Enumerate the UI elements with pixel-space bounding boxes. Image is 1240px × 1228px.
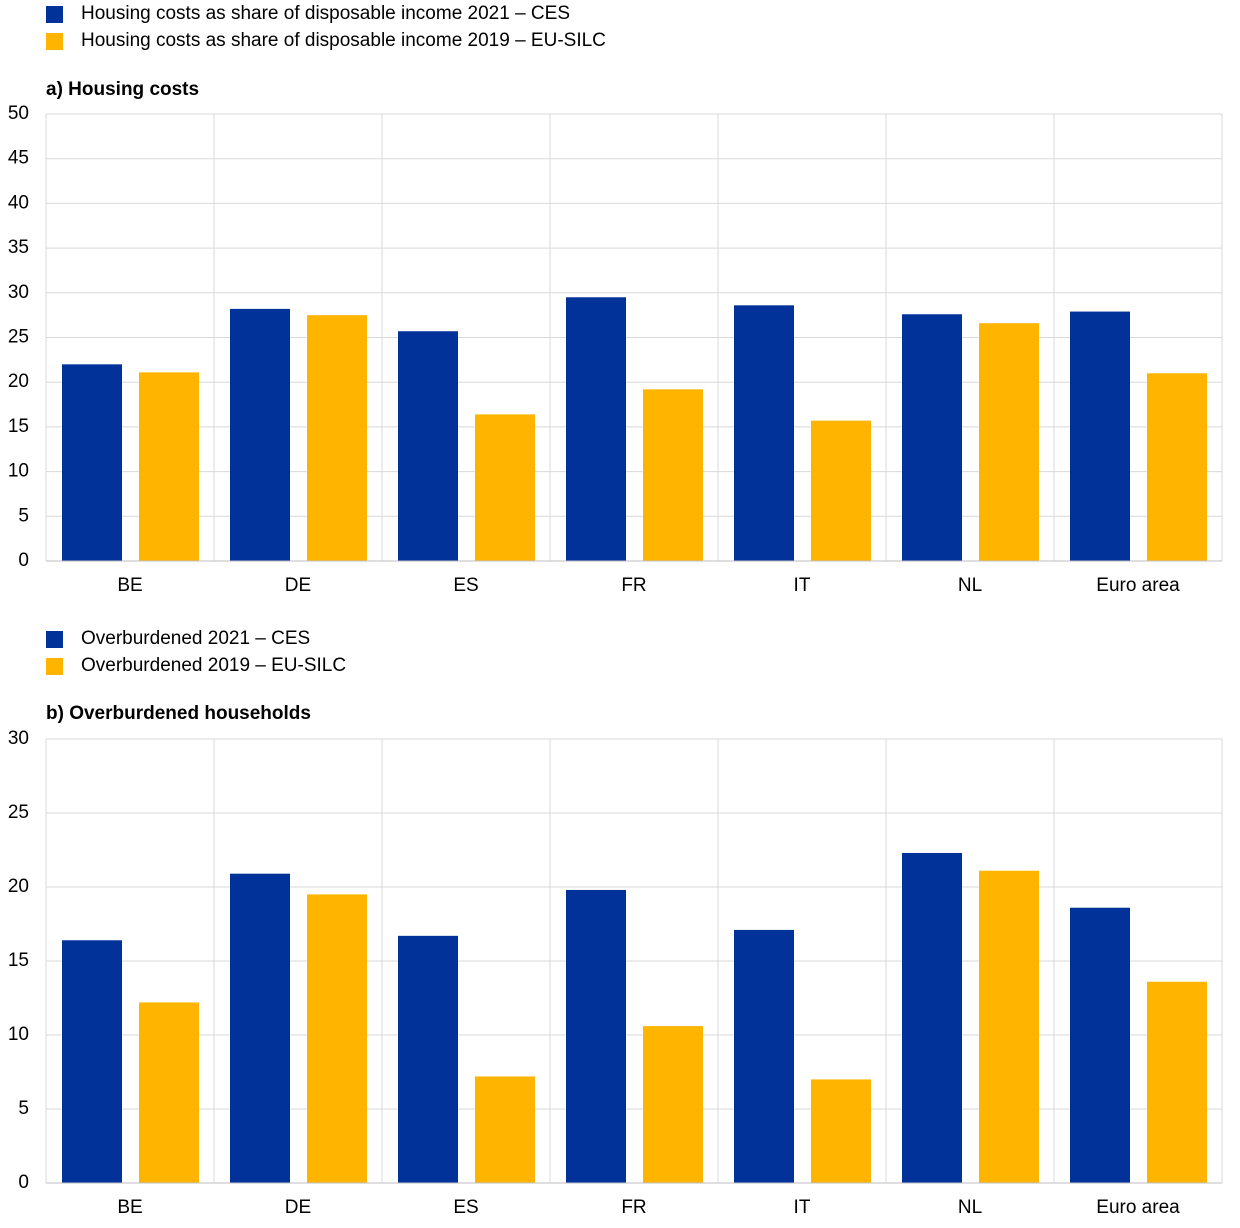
y-tick-label: 25 [8,327,29,348]
x-tick-label: DE [285,575,311,596]
bar [902,314,962,561]
y-tick-label: 45 [8,148,29,169]
legend-swatch [46,658,63,675]
x-tick-label: NL [958,575,982,596]
legend-label: Overburdened 2019 – EU-SILC [81,655,346,676]
bar [811,1079,871,1183]
legend-swatch [46,631,63,648]
bar [475,414,535,561]
y-tick-label: 40 [8,192,29,213]
y-tick-label: 0 [18,1172,29,1193]
y-tick-label: 20 [8,876,29,897]
legend-swatch [46,33,63,50]
y-tick-label: 5 [18,505,29,526]
y-tick-label: 15 [8,950,29,971]
bar [643,389,703,561]
bar [307,894,367,1183]
x-tick-label: BE [117,1197,142,1218]
bar [139,372,199,561]
legend-label: Housing costs as share of disposable inc… [81,30,606,51]
chart-title: a) Housing costs [46,79,199,100]
x-tick-label: IT [794,575,811,596]
x-tick-label: ES [453,575,478,596]
y-tick-label: 10 [8,1024,29,1045]
x-tick-label: BE [117,575,142,596]
bar [307,315,367,561]
x-tick-label: Euro area [1096,1197,1180,1218]
bar [1070,907,1130,1183]
y-tick-label: 50 [8,103,29,124]
bar [139,1002,199,1183]
y-tick-label: 35 [8,237,29,258]
y-tick-label: 10 [8,461,29,482]
x-tick-label: FR [621,575,646,596]
x-tick-label: FR [621,1197,646,1218]
bar [62,940,122,1183]
bar [1147,373,1207,561]
bar [979,323,1039,561]
x-tick-label: Euro area [1096,575,1180,596]
bar [475,1076,535,1183]
bar [979,870,1039,1183]
bar [566,297,626,561]
legend-swatch [46,6,63,23]
bar [643,1026,703,1183]
x-tick-label: DE [285,1197,311,1218]
legend-label: Housing costs as share of disposable inc… [81,3,570,24]
y-tick-label: 30 [8,282,29,303]
y-tick-label: 0 [18,550,29,571]
y-tick-label: 30 [8,728,29,749]
x-tick-label: ES [453,1197,478,1218]
y-tick-label: 5 [18,1098,29,1119]
bar [398,935,458,1183]
y-tick-label: 20 [8,371,29,392]
bar [902,852,962,1183]
bar [230,873,290,1183]
x-tick-label: IT [794,1197,811,1218]
bar [62,364,122,561]
bar [734,929,794,1183]
bar [398,331,458,561]
bar [566,889,626,1183]
x-tick-label: NL [958,1197,982,1218]
y-tick-label: 15 [8,416,29,437]
bar [230,308,290,561]
legend-label: Overburdened 2021 – CES [81,628,310,649]
bar [1070,311,1130,561]
chart-title: b) Overburdened households [46,703,311,724]
bar [734,305,794,561]
bar [1147,981,1207,1183]
y-tick-label: 25 [8,802,29,823]
bar [811,420,871,561]
